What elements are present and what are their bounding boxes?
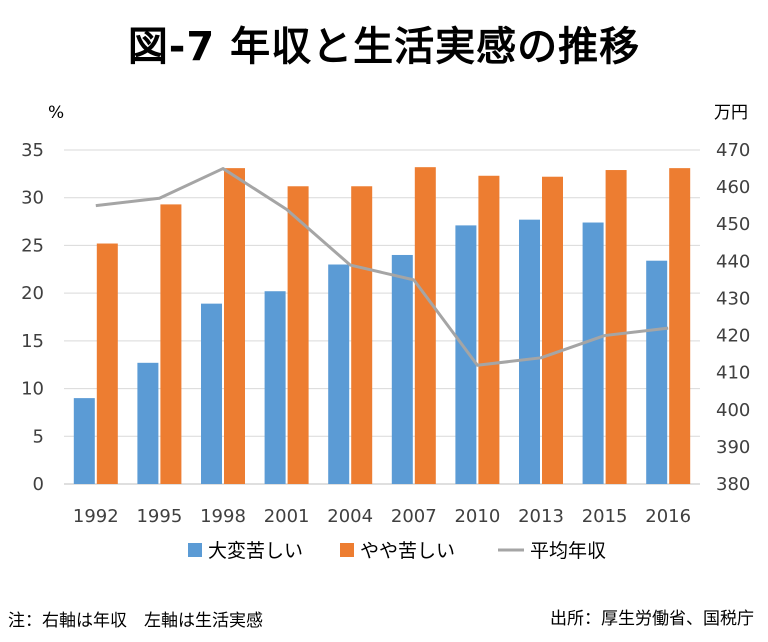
combo-chart: 0 5 10 15 20 25 30 35 380 390 400 410 420 430 440 450 46…	[21, 103, 750, 562]
y-right-tick-label: 400	[716, 400, 750, 421]
bar-very-hard	[201, 303, 222, 484]
y-left-tick-label: 35	[21, 140, 44, 161]
bar-very-hard	[391, 254, 413, 484]
source-credit: 出所：厚生労働省、国税庁	[550, 609, 754, 629]
y-right-tick-label: 440	[716, 251, 750, 272]
bar-somewhat-hard	[414, 167, 436, 485]
y-right-tick-label: 430	[716, 288, 750, 309]
legend-label: 大変苦しい	[208, 540, 303, 562]
y-left-tick-label: 5	[33, 426, 44, 447]
x-tick-label: 1992	[73, 506, 119, 527]
bar-very-hard	[582, 222, 604, 485]
left-axis-unit: %	[48, 103, 64, 123]
bar-somewhat-hard	[478, 175, 500, 484]
x-tick-label: 2016	[645, 506, 691, 527]
legend-swatch-somewhat-hard	[340, 543, 354, 557]
bar-somewhat-hard	[96, 243, 118, 484]
y-left-tick-label: 15	[21, 331, 44, 352]
x-tick-label: 1998	[200, 506, 246, 527]
y-left-tick-label: 30	[21, 188, 44, 209]
bar-somewhat-hard	[287, 186, 309, 484]
right-axis-unit: 万円	[714, 103, 748, 123]
y-right-tick-label: 460	[716, 177, 750, 198]
legend-label: 平均年収	[530, 540, 606, 562]
legend-label: やや苦しい	[360, 540, 455, 562]
y-right-tick-label: 450	[716, 214, 750, 235]
y-right-tick-label: 390	[716, 437, 750, 458]
bar-very-hard	[455, 225, 477, 485]
chart-title: 図-7 年収と生活実感の推移	[127, 24, 641, 70]
avg-income-line	[95, 167, 669, 367]
axis-note: 注：右軸は年収 左軸は生活実感	[8, 611, 263, 631]
bar-somewhat-hard	[160, 204, 182, 484]
x-tick-label: 2013	[518, 506, 564, 527]
legend-swatch-very-hard	[188, 543, 202, 557]
bar-somewhat-hard	[351, 186, 373, 484]
y-right-tick-label: 420	[716, 326, 750, 347]
bar-somewhat-hard	[669, 168, 691, 485]
y-right-tick-label: 380	[716, 474, 750, 495]
x-tick-label: 2004	[327, 506, 373, 527]
bar-very-hard	[137, 362, 159, 484]
x-tick-label: 1995	[136, 506, 182, 527]
bar-somewhat-hard	[542, 176, 563, 484]
bar-very-hard	[328, 264, 350, 484]
bar-very-hard	[264, 291, 286, 484]
y-left-tick-label: 20	[21, 283, 44, 304]
y-right-tick-label: 470	[716, 140, 750, 161]
bar-very-hard	[519, 219, 540, 485]
x-tick-label: 2007	[391, 506, 437, 527]
y-left-tick-label: 25	[21, 235, 44, 256]
x-tick-label: 2015	[582, 506, 628, 527]
y-right-tick-label: 410	[716, 363, 750, 384]
bar-somewhat-hard	[224, 168, 245, 485]
x-tick-label: 2001	[264, 506, 310, 527]
y-left-tick-label: 0	[33, 474, 44, 495]
bar-somewhat-hard	[605, 170, 627, 485]
bar-very-hard	[646, 260, 668, 484]
y-left-tick-label: 10	[21, 379, 44, 400]
x-tick-label: 2010	[454, 506, 500, 527]
bar-very-hard	[73, 398, 95, 484]
